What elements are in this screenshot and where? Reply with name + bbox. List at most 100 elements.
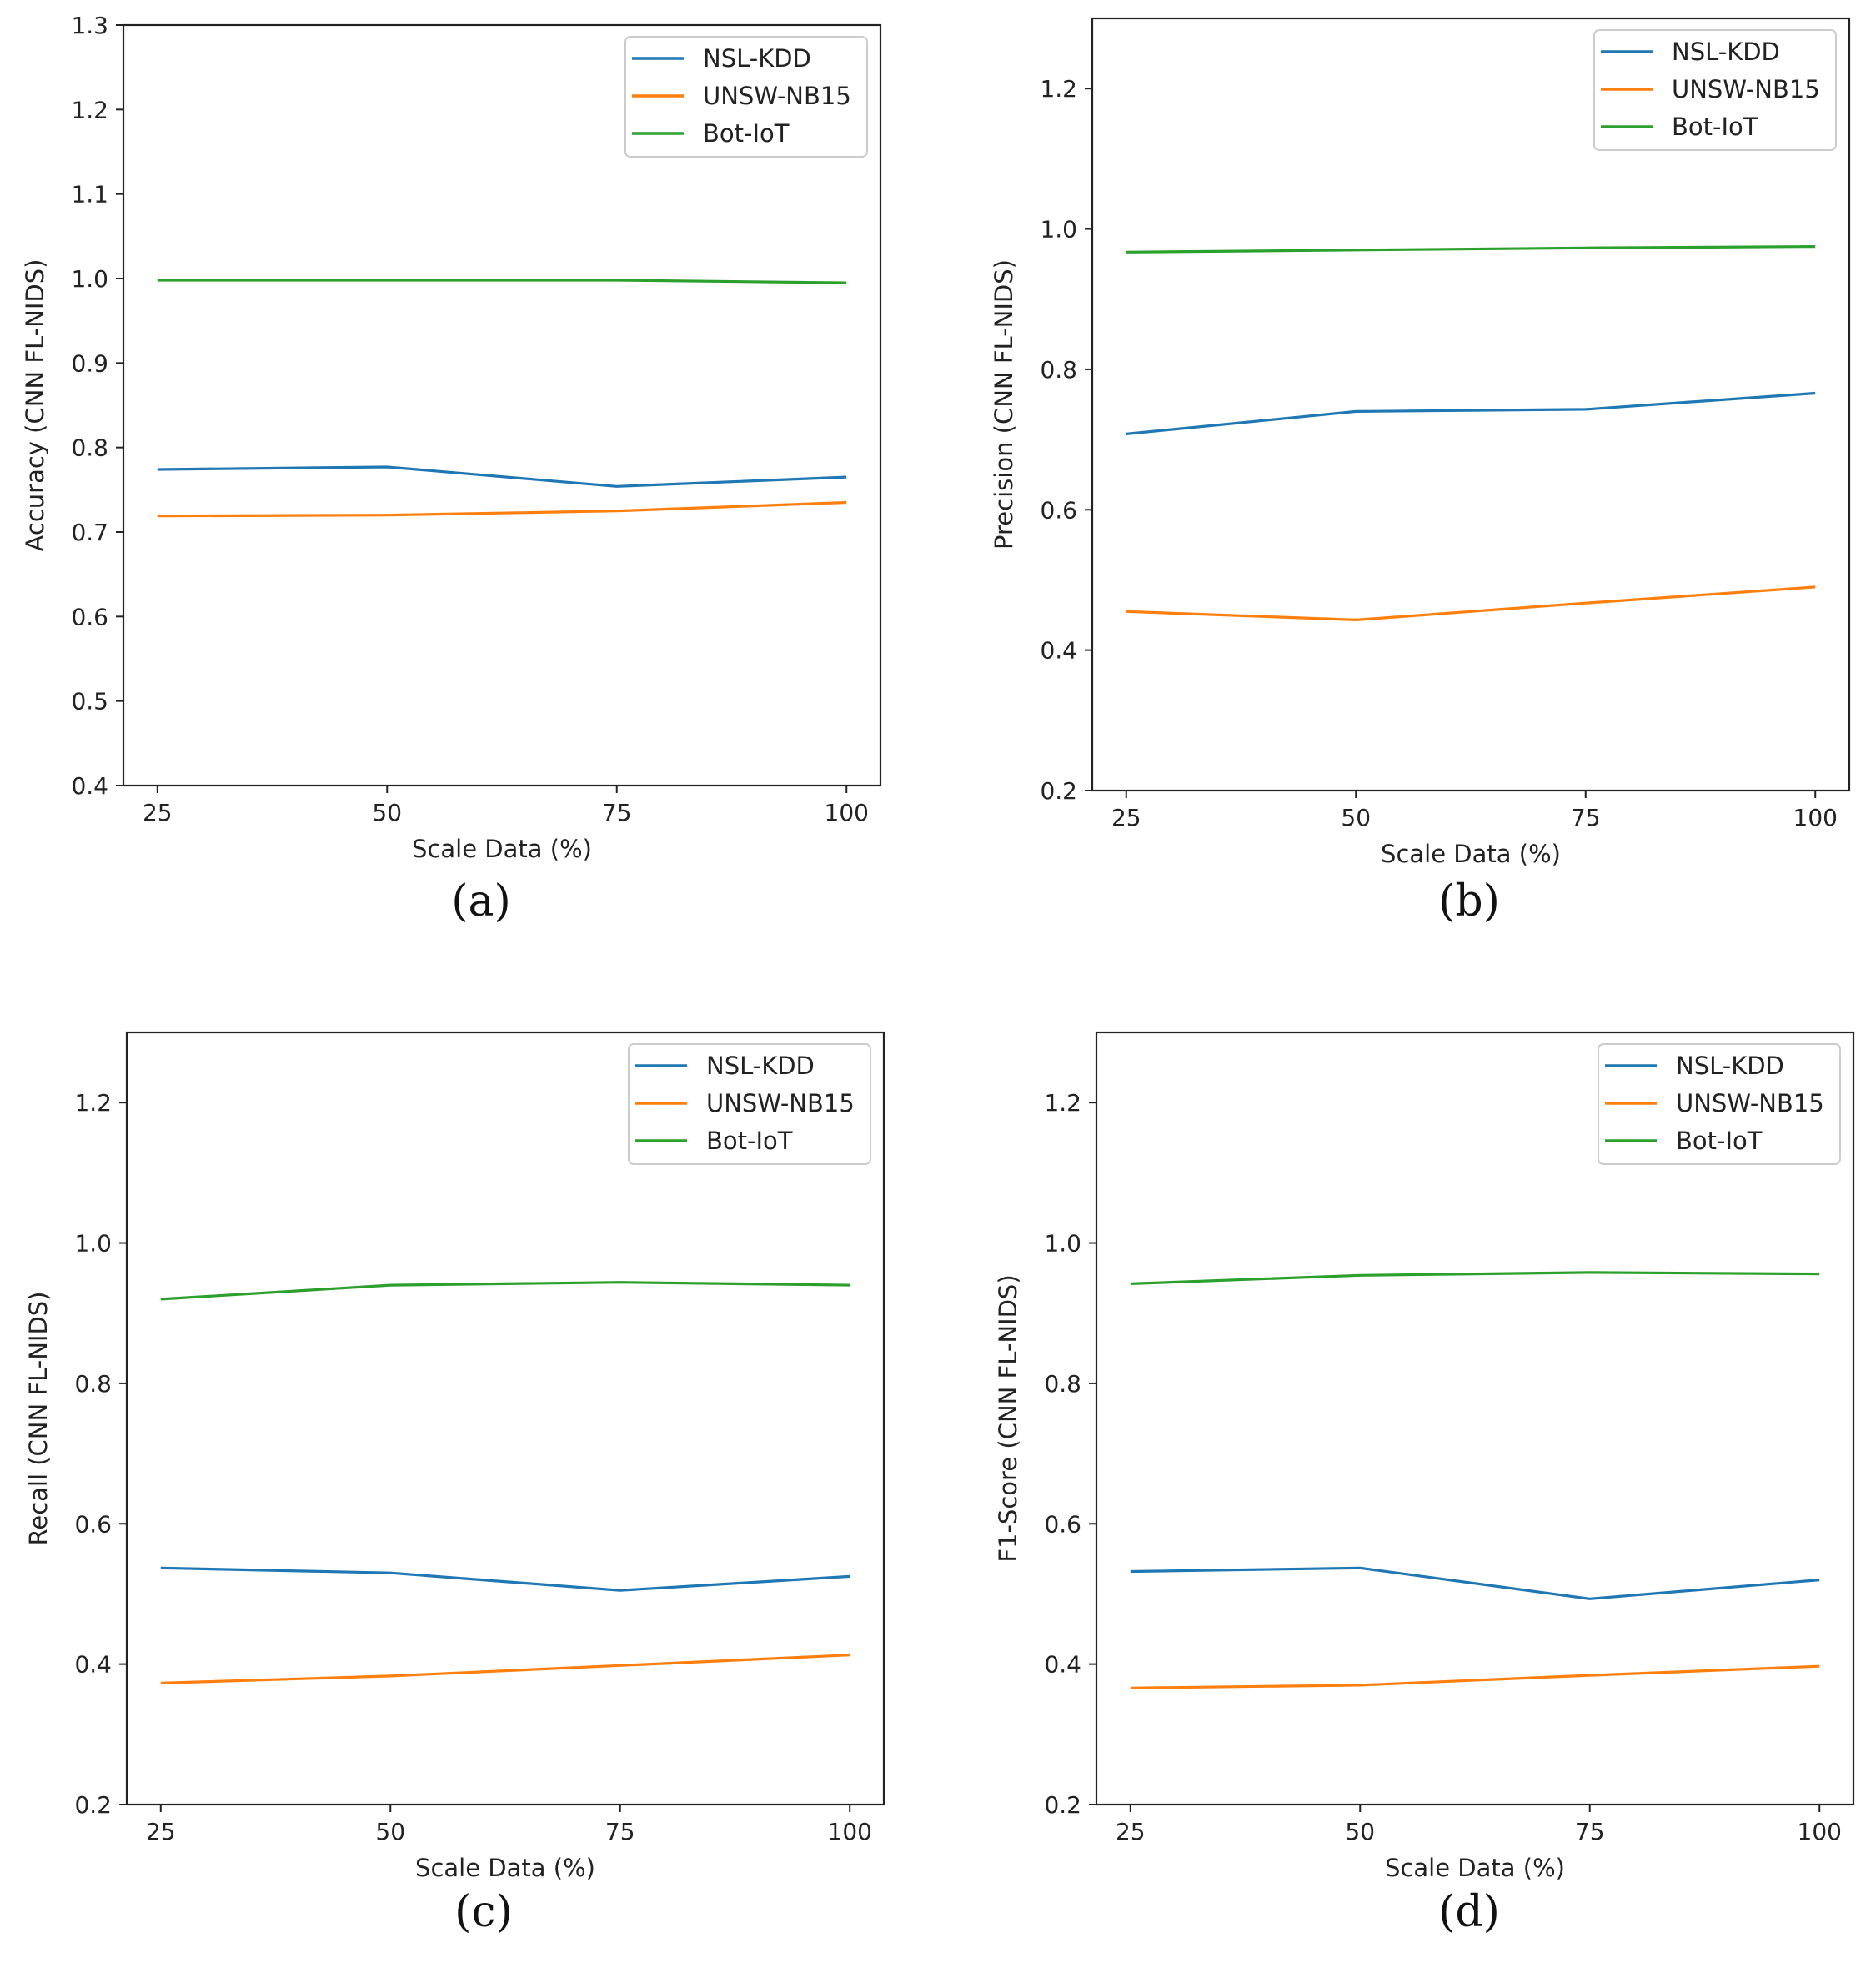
- data-point-unsw-nb15-75: [619, 1664, 621, 1667]
- y-tick-label: 1.2: [1044, 1089, 1081, 1117]
- data-point-nsl-kdd-75: [615, 485, 618, 488]
- data-point-nsl-kdd-75: [619, 1589, 621, 1592]
- data-point-bot-iot-75: [619, 1281, 621, 1283]
- y-tick-label: 0.4: [1044, 1651, 1081, 1679]
- x-tick-label: 75: [1575, 1818, 1605, 1845]
- x-tick-label: 100: [1793, 804, 1838, 831]
- y-tick-label: 0.6: [1040, 496, 1077, 524]
- data-point-bot-iot-75: [1588, 1271, 1591, 1273]
- data-point-unsw-nb15-25: [159, 1682, 162, 1684]
- x-tick-label: 25: [1116, 1818, 1146, 1845]
- data-point-unsw-nb15-100: [849, 1654, 851, 1656]
- legend-box: [628, 1043, 871, 1165]
- data-point-bot-iot-100: [849, 1284, 851, 1287]
- legend-label-nsl-kdd: NSL-KDD: [1676, 1052, 1784, 1080]
- data-point-unsw-nb15-50: [1355, 619, 1357, 621]
- data-point-unsw-nb15-25: [1125, 610, 1127, 613]
- series-line-unsw-nb15: [1126, 585, 1816, 622]
- y-tick-label: 1.2: [1040, 75, 1077, 103]
- series-line-unsw-nb15: [157, 500, 847, 518]
- x-tick-label: 100: [825, 799, 869, 826]
- x-tick-label: 50: [375, 1818, 405, 1845]
- series-line-bot-iot: [1126, 245, 1816, 254]
- x-axis-label: Scale Data (%): [415, 1854, 595, 1882]
- series-line-nsl-kdd: [1126, 391, 1816, 435]
- legend-label-unsw-nb15: UNSW-NB15: [706, 1089, 855, 1117]
- y-tick-label: 0.9: [71, 349, 108, 377]
- legend: NSL-KDD UNSW-NB15 Bot-IoT: [624, 36, 868, 158]
- y-tick-label: 0.7: [71, 519, 108, 546]
- y-tick-label: 0.2: [1044, 1791, 1081, 1819]
- chart-panel-3: 25 50 75 100 0.2 0.4 0.6 0.8 1.0 1.2 Scale Data (%…: [24, 1031, 885, 1937]
- plot-frame: [125, 1031, 885, 1806]
- y-tick-label: 1.2: [74, 1089, 112, 1117]
- plot-frame: [122, 23, 882, 787]
- data-point-nsl-kdd-50: [1355, 410, 1357, 413]
- x-tick-label: 75: [1571, 804, 1601, 831]
- data-point-nsl-kdd-50: [386, 466, 389, 469]
- y-tick-label: 0.8: [1040, 356, 1077, 384]
- legend-label-nsl-kdd: NSL-KDD: [703, 44, 811, 73]
- data-point-nsl-kdd-75: [1588, 1598, 1591, 1600]
- legend-label-bot-iot: Bot-IoT: [1676, 1127, 1763, 1155]
- y-tick-label: 0.8: [74, 1370, 112, 1398]
- legend-label-unsw-nb15: UNSW-NB15: [1676, 1089, 1824, 1117]
- chart-panel-2: 25 50 75 100 0.2 0.4 0.6 0.8 1.0 1.2 Scale Data (%…: [990, 17, 1851, 926]
- data-point-nsl-kdd-75: [1584, 408, 1587, 410]
- data-point-bot-iot-50: [1359, 1274, 1362, 1277]
- legend-box: [624, 36, 868, 158]
- data-point-unsw-nb15-75: [1588, 1674, 1591, 1677]
- y-tick-label: 0.4: [71, 772, 108, 800]
- data-point-unsw-nb15-25: [156, 515, 158, 517]
- data-point-bot-iot-25: [1125, 251, 1127, 254]
- data-point-nsl-kdd-25: [159, 1567, 162, 1569]
- data-point-bot-iot-50: [1355, 249, 1357, 251]
- y-tick-label: 0.4: [74, 1651, 112, 1679]
- x-tick-label: 25: [1111, 804, 1141, 831]
- x-axis-label: Scale Data (%): [412, 835, 592, 863]
- y-tick-label: 0.2: [1040, 777, 1077, 805]
- y-tick-label: 0.2: [74, 1791, 112, 1819]
- series-line-unsw-nb15: [1130, 1664, 1820, 1689]
- y-tick-label: 0.8: [1044, 1370, 1081, 1398]
- x-tick-label: 100: [828, 1818, 872, 1845]
- data-point-unsw-nb15-50: [1359, 1684, 1362, 1686]
- data-point-bot-iot-25: [156, 279, 158, 282]
- y-tick-label: 1.3: [71, 12, 108, 39]
- data-point-bot-iot-50: [389, 1284, 392, 1287]
- series-line-nsl-kdd: [1130, 1566, 1820, 1600]
- data-point-unsw-nb15-75: [1584, 602, 1587, 605]
- data-point-nsl-kdd-100: [1818, 1579, 1821, 1581]
- y-tick-label: 1.0: [74, 1230, 112, 1258]
- y-axis-label: Accuracy (CNN FL-NIDS): [21, 259, 49, 552]
- x-axis-label: Scale Data (%): [1385, 1854, 1565, 1882]
- y-tick-label: 1.0: [1044, 1230, 1081, 1258]
- series-line-unsw-nb15: [160, 1654, 850, 1684]
- y-tick-label: 0.8: [71, 434, 108, 462]
- x-axis-label: Scale Data (%): [1381, 840, 1561, 868]
- data-point-bot-iot-100: [845, 282, 848, 284]
- data-point-bot-iot-100: [1818, 1273, 1821, 1275]
- data-point-nsl-kdd-25: [1129, 1570, 1131, 1573]
- legend-label-unsw-nb15: UNSW-NB15: [1672, 75, 1820, 103]
- panel-caption: (a): [451, 876, 511, 926]
- data-point-nsl-kdd-25: [1125, 433, 1127, 435]
- legend-label-nsl-kdd: NSL-KDD: [1672, 38, 1780, 66]
- series-line-bot-iot: [157, 279, 847, 284]
- legend-box: [1598, 1043, 1841, 1165]
- x-tick-label: 50: [372, 799, 402, 826]
- panel-caption: (c): [454, 1887, 513, 1937]
- series-line-bot-iot: [160, 1281, 850, 1301]
- y-axis-label: Recall (CNN FL-NIDS): [24, 1292, 53, 1546]
- data-point-nsl-kdd-100: [849, 1575, 851, 1578]
- series-line-nsl-kdd: [157, 465, 847, 488]
- x-tick-label: 50: [1341, 804, 1371, 831]
- data-point-bot-iot-75: [1584, 247, 1587, 249]
- legend: NSL-KDD UNSW-NB15 Bot-IoT: [1593, 29, 1837, 151]
- x-tick-label: 50: [1345, 1818, 1375, 1845]
- legend-label-unsw-nb15: UNSW-NB15: [703, 82, 851, 110]
- data-point-bot-iot-25: [1129, 1283, 1131, 1285]
- data-point-bot-iot-75: [615, 279, 618, 282]
- legend-label-bot-iot: Bot-IoT: [703, 119, 790, 148]
- x-tick-label: 75: [602, 799, 632, 826]
